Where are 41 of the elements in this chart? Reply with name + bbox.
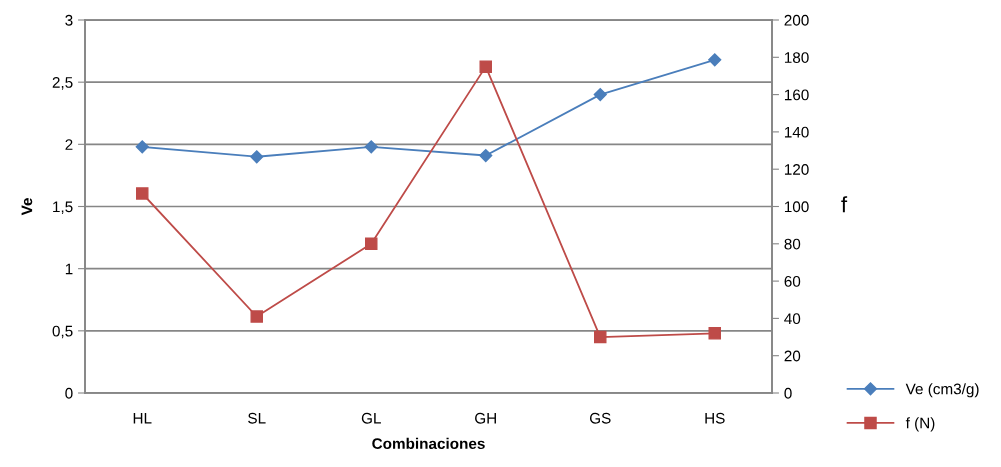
y2-tick-label: 0 xyxy=(784,387,792,399)
y2-tick-label: 40 xyxy=(784,313,801,325)
y2-tick-label: 180 xyxy=(784,52,809,63)
legend-label: Ve (cm3/g) xyxy=(905,383,979,398)
point xyxy=(250,310,264,323)
x-tick-label: GL xyxy=(361,412,381,424)
y2-tick-label: 100 xyxy=(784,201,809,213)
x-tick-label: GS xyxy=(589,412,611,424)
y2-axis-title: f xyxy=(841,196,848,213)
y-tick-label: 2 xyxy=(65,139,73,150)
point xyxy=(364,140,378,154)
point xyxy=(364,237,378,251)
point xyxy=(593,88,607,102)
y2-tick-label: 60 xyxy=(784,275,801,287)
y2-tick-label: 120 xyxy=(784,164,809,175)
x-tick-label: HL xyxy=(133,413,152,424)
y-axis-title: Ve xyxy=(21,198,33,216)
point xyxy=(135,187,149,200)
y2-tick-label: 200 xyxy=(784,14,809,26)
x-tick-label: GH xyxy=(475,412,496,424)
y2-tick-label: 140 xyxy=(784,126,809,138)
y2-tick-label: 80 xyxy=(784,238,801,250)
point xyxy=(708,327,722,340)
y-tick-label: 1,5 xyxy=(53,201,73,214)
legend-label: f (N) xyxy=(905,417,935,432)
point xyxy=(135,140,149,154)
x-axis-title: Combinaciones xyxy=(372,437,485,450)
y-tick-label: 1 xyxy=(65,263,73,275)
x-tick-label: HS xyxy=(705,412,725,424)
y2-tick-label: 160 xyxy=(784,89,809,101)
point xyxy=(479,60,493,73)
y-tick-label: 3 xyxy=(65,14,73,26)
y2-tick-label: 20 xyxy=(784,350,801,362)
point xyxy=(593,330,607,344)
point xyxy=(250,150,264,164)
y-tick-label: 0,5 xyxy=(52,325,73,339)
point xyxy=(479,148,493,163)
y-tick-label: 0 xyxy=(65,387,73,399)
point xyxy=(708,53,722,67)
x-tick-label: SL xyxy=(248,412,266,424)
y-tick-label: 2,5 xyxy=(52,77,73,90)
